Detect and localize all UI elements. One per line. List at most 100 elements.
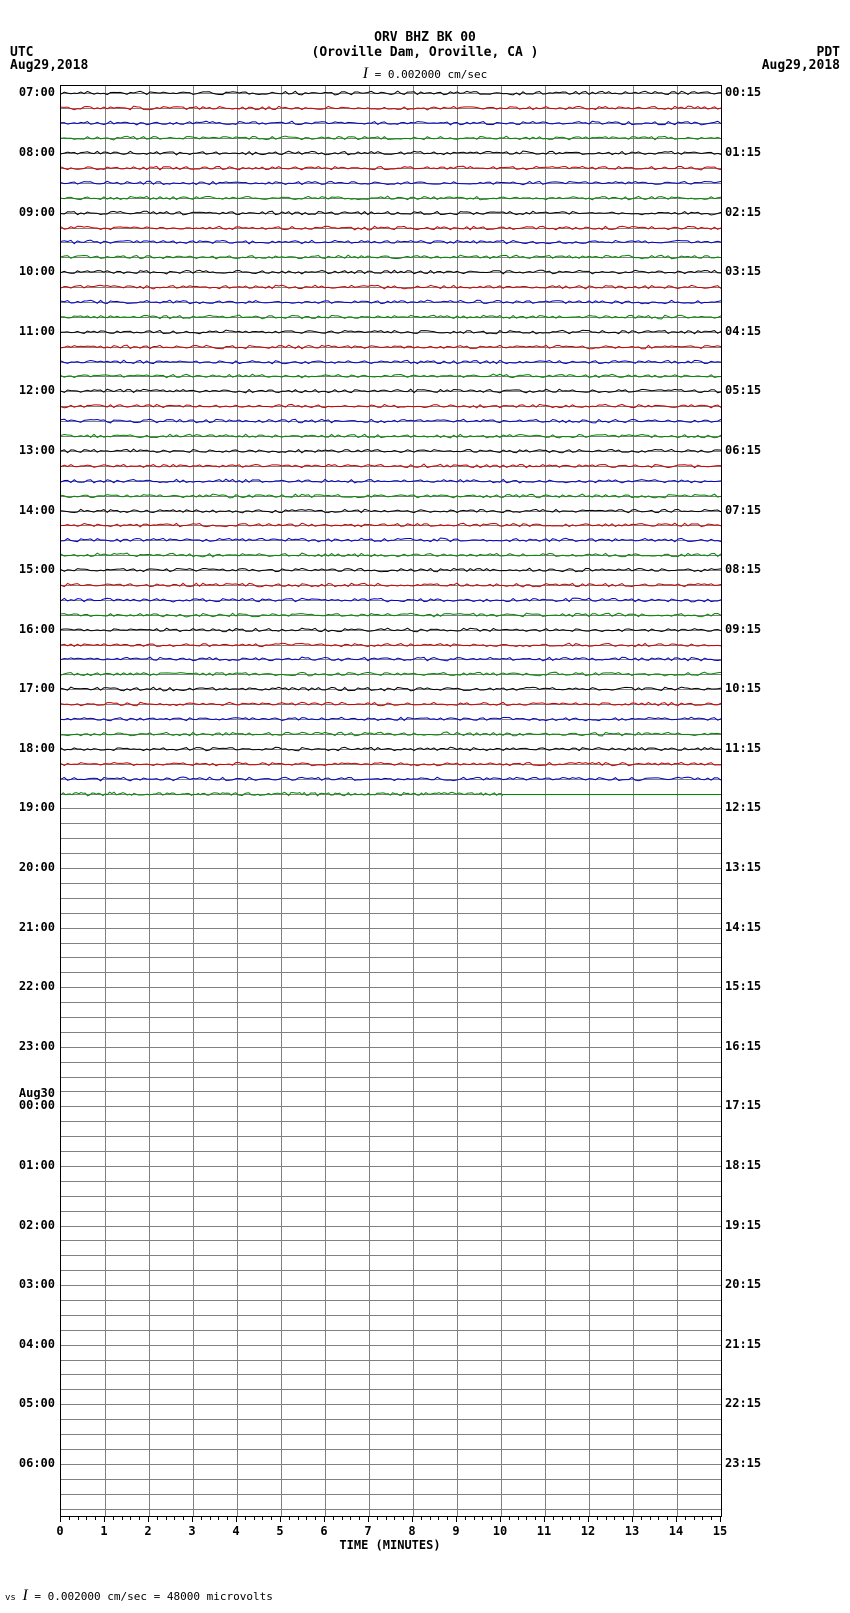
x-tick-label: 14 xyxy=(669,1524,683,1538)
x-tick-minor xyxy=(650,1516,651,1520)
seismic-trace xyxy=(61,164,721,172)
chart-title: ORV BHZ BK 00 xyxy=(0,0,850,45)
x-tick-label: 3 xyxy=(188,1524,195,1538)
left-time-label: 06:00 xyxy=(5,1456,55,1470)
x-tick-minor xyxy=(394,1516,395,1520)
x-tick-major xyxy=(500,1516,501,1522)
x-tick-minor xyxy=(139,1516,140,1520)
seismic-trace xyxy=(61,462,721,470)
seismic-trace xyxy=(61,641,721,649)
right-time-label: 20:15 xyxy=(725,1277,775,1291)
x-tick-minor xyxy=(271,1516,272,1520)
seismic-trace xyxy=(61,596,721,604)
seismic-trace xyxy=(61,730,721,738)
left-time-label: 01:00 xyxy=(5,1158,55,1172)
x-tick-minor xyxy=(298,1516,299,1520)
x-tick-minor xyxy=(465,1516,466,1520)
left-time-label: 00:00 xyxy=(5,1098,55,1112)
left-time-label: 09:00 xyxy=(5,205,55,219)
right-time-label: 13:15 xyxy=(725,860,775,874)
x-tick-minor xyxy=(254,1516,255,1520)
x-tick-major xyxy=(456,1516,457,1522)
x-tick-minor xyxy=(474,1516,475,1520)
trace-baseline xyxy=(61,853,721,854)
right-time-label: 00:15 xyxy=(725,85,775,99)
seismic-trace xyxy=(61,775,721,783)
trace-baseline xyxy=(61,943,721,944)
x-tick-minor xyxy=(245,1516,246,1520)
left-time-label: 08:00 xyxy=(5,145,55,159)
x-tick-major xyxy=(236,1516,237,1522)
trace-baseline xyxy=(61,1434,721,1435)
right-time-label: 14:15 xyxy=(725,920,775,934)
seismic-trace xyxy=(61,566,721,574)
seismic-trace xyxy=(61,536,721,544)
x-tick-minor xyxy=(711,1516,712,1520)
x-tick-minor xyxy=(386,1516,387,1520)
x-tick-major xyxy=(104,1516,105,1522)
seismic-trace xyxy=(61,134,721,142)
trace-baseline xyxy=(61,1226,721,1227)
x-tick-minor xyxy=(491,1516,492,1520)
seismic-trace xyxy=(61,119,721,127)
trace-baseline xyxy=(61,957,721,958)
left-time-label: 15:00 xyxy=(5,562,55,576)
x-tick-label: 9 xyxy=(452,1524,459,1538)
seismic-trace xyxy=(61,387,721,395)
x-tick-minor xyxy=(359,1516,360,1520)
left-time-label: 17:00 xyxy=(5,681,55,695)
x-tick-label: 1 xyxy=(100,1524,107,1538)
chart-subtitle: (Oroville Dam, Oroville, CA ) xyxy=(0,45,850,60)
x-tick-minor xyxy=(113,1516,114,1520)
x-tick-minor xyxy=(183,1516,184,1520)
x-tick-major xyxy=(148,1516,149,1522)
x-tick-minor xyxy=(122,1516,123,1520)
seismic-trace xyxy=(61,477,721,485)
seismic-trace xyxy=(61,685,721,693)
right-time-label: 02:15 xyxy=(725,205,775,219)
right-time-label: 16:15 xyxy=(725,1039,775,1053)
x-axis: 0123456789101112131415TIME (MINUTES) xyxy=(60,1516,720,1556)
trace-baseline xyxy=(61,1449,721,1450)
seismic-trace xyxy=(61,417,721,425)
x-tick-minor xyxy=(535,1516,536,1520)
trace-baseline xyxy=(61,987,721,988)
left-time-label: 22:00 xyxy=(5,979,55,993)
left-time-label: 20:00 xyxy=(5,860,55,874)
trace-baseline xyxy=(61,928,721,929)
right-date: Aug29,2018 xyxy=(762,58,840,73)
trace-baseline xyxy=(61,1360,721,1361)
trace-baseline xyxy=(61,1077,721,1078)
seismic-trace xyxy=(61,283,721,291)
seismic-trace xyxy=(61,581,721,589)
x-tick-minor xyxy=(218,1516,219,1520)
x-tick-label: 2 xyxy=(144,1524,151,1538)
scale-bar-icon: I xyxy=(363,65,368,82)
seismic-trace xyxy=(61,238,721,246)
seismic-trace xyxy=(61,328,721,336)
left-time-label: 07:00 xyxy=(5,85,55,99)
right-time-label: 04:15 xyxy=(725,324,775,338)
x-tick-minor xyxy=(430,1516,431,1520)
trace-baseline xyxy=(61,1106,721,1107)
trace-baseline xyxy=(61,1047,721,1048)
x-tick-minor xyxy=(130,1516,131,1520)
trace-baseline xyxy=(61,1494,721,1495)
right-time-label: 21:15 xyxy=(725,1337,775,1351)
x-tick-minor xyxy=(614,1516,615,1520)
trace-baseline xyxy=(61,1479,721,1480)
x-tick-label: 11 xyxy=(537,1524,551,1538)
x-tick-minor xyxy=(377,1516,378,1520)
trace-baseline xyxy=(61,1330,721,1331)
left-time-label: 14:00 xyxy=(5,503,55,517)
x-tick-label: 6 xyxy=(320,1524,327,1538)
x-tick-minor xyxy=(95,1516,96,1520)
left-time-label: 03:00 xyxy=(5,1277,55,1291)
left-time-label: 10:00 xyxy=(5,264,55,278)
trace-baseline xyxy=(61,1300,721,1301)
trace-baseline xyxy=(61,1017,721,1018)
x-tick-minor xyxy=(579,1516,580,1520)
x-tick-label: 0 xyxy=(56,1524,63,1538)
x-tick-minor xyxy=(403,1516,404,1520)
seismic-trace xyxy=(61,194,721,202)
